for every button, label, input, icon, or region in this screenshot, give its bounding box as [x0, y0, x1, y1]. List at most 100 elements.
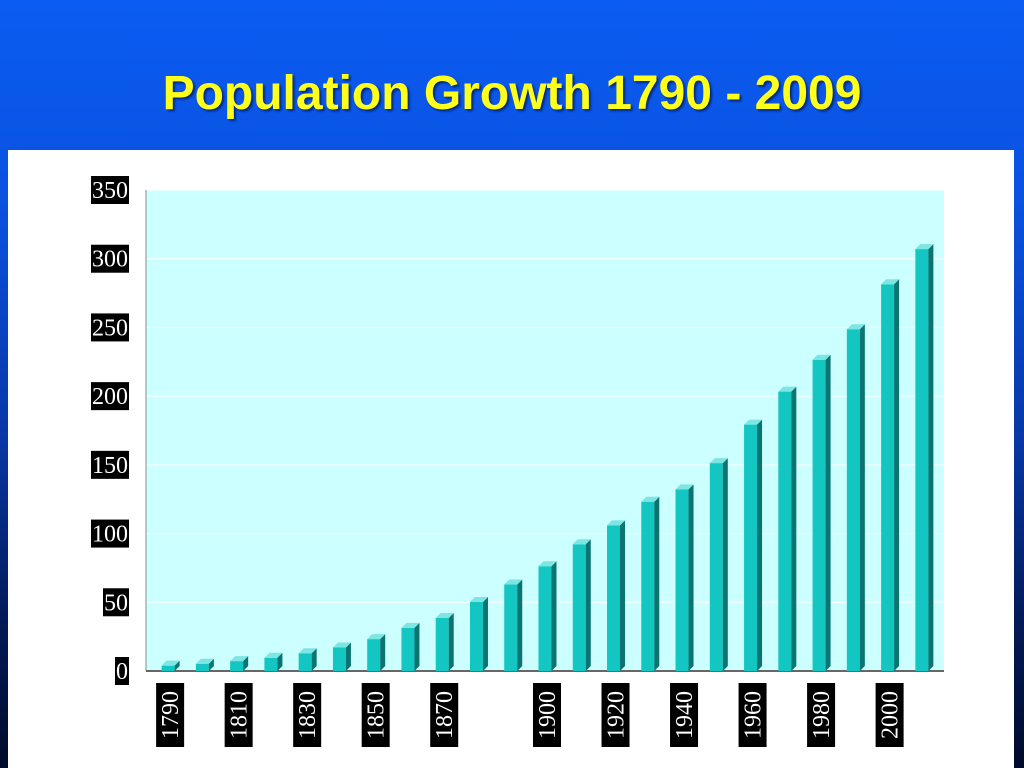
bar-top: [778, 386, 797, 392]
x-tick-label-text: 1850: [364, 691, 390, 739]
bar: [709, 458, 728, 671]
bar-top: [709, 458, 728, 464]
x-tick-label: 1940: [670, 683, 699, 747]
x-tick-label-text: 1940: [672, 691, 698, 739]
bar-side: [482, 597, 488, 671]
x-tick-label: 1900: [533, 683, 561, 747]
bar-side: [825, 354, 831, 671]
bar-top: [538, 561, 557, 567]
bar-top: [161, 660, 180, 666]
bar-top: [230, 656, 249, 662]
y-tick-label-box: [91, 519, 129, 548]
x-tick-label-text: 1960: [741, 691, 767, 739]
y-tick-label-box: [115, 657, 129, 685]
x-tick-label-text: 1920: [604, 691, 630, 739]
bar-front: [709, 463, 723, 671]
bar-top: [744, 419, 763, 425]
x-tick-label-text: 1810: [227, 691, 253, 739]
bar-side: [380, 634, 386, 671]
bar-front: [641, 501, 655, 671]
bar: [915, 244, 934, 671]
bar-side: [757, 419, 763, 671]
bar: [607, 520, 626, 671]
y-tick-label: 250: [91, 313, 129, 342]
x-tick-label: 1980: [807, 683, 836, 747]
bar: [332, 642, 351, 671]
x-tick-label-box: [601, 683, 630, 747]
bar-side: [654, 496, 660, 671]
bar-side: [620, 520, 626, 671]
y-tick-label-text: 0: [116, 659, 128, 685]
bar-top: [846, 324, 865, 330]
x-axis-tick-labels: 1790 1810 1830 1850 1870 1900 1920 1940 1960 1980…: [156, 683, 904, 747]
slide-title: Population Growth 1790 - 2009: [162, 67, 862, 120]
bar-top: [675, 484, 694, 490]
x-tick-label-box: [361, 683, 390, 747]
x-tick-label-box: [807, 683, 836, 747]
bar-side: [345, 642, 351, 671]
x-tick-label-text: 1830: [295, 691, 321, 739]
bar-front: [538, 566, 552, 671]
bar-front: [195, 663, 209, 671]
y-tick-label: 150: [91, 450, 129, 479]
bar-front: [881, 284, 895, 671]
x-tick-label-text: 1790: [158, 691, 184, 739]
bar: [161, 660, 180, 671]
bar-front: [367, 639, 381, 671]
bar-side: [517, 579, 523, 671]
bar: [641, 496, 660, 671]
bar-side: [414, 622, 420, 671]
y-tick-label: 350: [91, 176, 129, 204]
bar: [435, 612, 454, 671]
bar-front: [744, 424, 758, 671]
y-axis-tick-labels: 0 50 100 150 200 250 300 350: [91, 176, 129, 685]
bar-side: [448, 612, 454, 671]
bar: [538, 561, 557, 671]
x-tick-label: 1960: [738, 683, 767, 747]
y-tick-label-text: 150: [92, 453, 128, 479]
y-tick-label: 200: [91, 382, 129, 411]
bar-top: [195, 658, 214, 664]
bar: [401, 622, 420, 671]
y-tick-label-box: [91, 244, 129, 273]
x-tick-label-box: [430, 683, 459, 747]
y-tick-label-text: 300: [92, 247, 128, 273]
bar-front: [915, 249, 929, 671]
bar: [298, 648, 317, 671]
bar-front: [230, 661, 244, 671]
bar: [264, 652, 283, 671]
bar-side: [243, 656, 249, 671]
y-tick-label-box: [91, 450, 129, 479]
bar-front: [607, 525, 621, 671]
y-tick-label-text: 250: [92, 315, 128, 341]
y-tick-label-text: 50: [104, 590, 128, 616]
y-tick-label-text: 350: [92, 178, 128, 204]
bar-top: [607, 520, 626, 526]
x-tick-label: 1790: [156, 683, 185, 747]
bar-front: [332, 647, 346, 671]
bar-front: [812, 359, 826, 671]
y-tick-label-text: 200: [92, 384, 128, 410]
x-tick-label-text: 1980: [809, 691, 835, 739]
x-tick-label: 1920: [601, 683, 630, 747]
bar-front: [161, 665, 175, 671]
y-tick-label-box: [91, 176, 129, 204]
y-tick-label-box: [91, 313, 129, 342]
chart-panel: 0 50 100 150 200 250 300 350 1790 1810 1830 1850 18…: [8, 150, 1014, 768]
bar-top: [915, 244, 934, 250]
bar: [812, 354, 831, 671]
x-tick-label: 1810: [224, 683, 253, 747]
bar-top: [435, 612, 454, 618]
bar-top: [881, 279, 900, 285]
bar-side: [688, 484, 694, 671]
y-tick-label: 0: [115, 657, 129, 685]
bar-top: [572, 539, 591, 545]
y-tick-label-text: 100: [92, 522, 128, 548]
bar-front: [778, 391, 792, 671]
y-tick-label-box: [91, 382, 129, 411]
bar-front: [504, 584, 518, 671]
bar-top: [264, 652, 283, 658]
x-tick-label-box: [156, 683, 185, 747]
bar: [504, 579, 523, 671]
bar-top: [401, 622, 420, 628]
